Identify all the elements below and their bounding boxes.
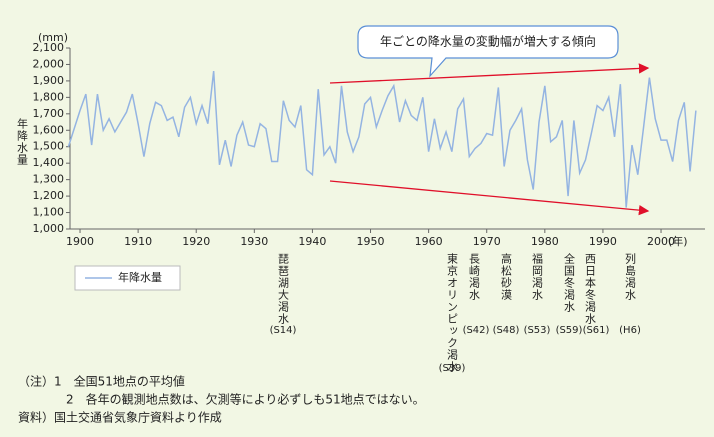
- x-tick-label: 1980: [531, 235, 559, 248]
- y-tick-label: 1,800: [33, 90, 65, 103]
- x-tick-label: 1990: [589, 235, 617, 248]
- unit-label: (mm): [38, 31, 68, 44]
- callout-text: 年ごとの降水量の変動幅が増大する傾向: [380, 34, 596, 49]
- y-tick-label: 1,200: [33, 189, 65, 202]
- event-label: 高松砂漠: [500, 252, 513, 301]
- callout-box: [357, 25, 619, 78]
- y-tick-label: 1,300: [33, 173, 65, 186]
- note: （注）1 全国51地点の平均値: [18, 374, 185, 389]
- note: 2 各年の観測地点数は、欠測等により必ずしも51地点ではない。: [66, 392, 425, 407]
- event-label: 長崎渇水: [468, 253, 481, 301]
- event-era: (S53): [524, 325, 551, 336]
- y-tick-label: 2,000: [33, 57, 65, 70]
- event-era: (S14): [270, 325, 297, 336]
- event-era: (S59): [556, 325, 583, 336]
- x-tick-label: 1910: [124, 235, 152, 248]
- x-tick-label: 1900: [66, 235, 94, 248]
- events: 琵琶湖大渇水 (S14) 東京オリンピック渇水 (S39) 長崎渇水 (S42)…: [270, 252, 641, 374]
- event-era: (S42): [463, 325, 490, 336]
- x-tick-label: 2000: [647, 235, 675, 248]
- event-era: (S39): [439, 363, 466, 374]
- x-tick-label: 1950: [357, 235, 385, 248]
- y-tick-label: 1,500: [33, 140, 65, 153]
- event-era: (S61): [583, 325, 610, 336]
- event-label: 琵琶湖大渇水: [277, 253, 290, 325]
- x-tick-label: 1920: [182, 235, 210, 248]
- y-tick-label: 1,000: [33, 222, 65, 235]
- note: 資料）国土交通省気象庁資料より作成: [18, 410, 222, 425]
- event-era: (H6): [619, 325, 641, 336]
- y-tick-label: 2,100: [33, 41, 65, 54]
- y-tick-label: 1,700: [33, 107, 65, 120]
- event-label: 西日本冬渇水: [584, 253, 597, 325]
- y-tick-label: 1,600: [33, 123, 65, 136]
- trend-arrow: [329, 180, 650, 216]
- event-label: 列島渇水: [624, 252, 637, 301]
- x-axis-label: (年): [668, 234, 688, 248]
- event-label: 全国冬渇水: [563, 252, 576, 313]
- event-label: 福岡渇水: [531, 252, 544, 301]
- legend-label: 年降水量: [118, 270, 162, 284]
- y-tick-label: 1,900: [33, 74, 65, 87]
- y-tick-label: 1,400: [33, 156, 65, 169]
- data-line: [67, 70, 697, 208]
- x-tick-label: 1940: [298, 235, 326, 248]
- x-tick-label: 1970: [473, 235, 501, 248]
- y-axis-label: 年降水量: [16, 117, 29, 166]
- x-tick-label: 1930: [240, 235, 268, 248]
- x-tick-label: 1960: [415, 235, 443, 248]
- event-label: 東京オリンピック渇水: [446, 253, 459, 373]
- y-tick-label: 1,100: [33, 206, 65, 219]
- trend-arrow: [329, 63, 650, 84]
- event-era: (S48): [493, 325, 520, 336]
